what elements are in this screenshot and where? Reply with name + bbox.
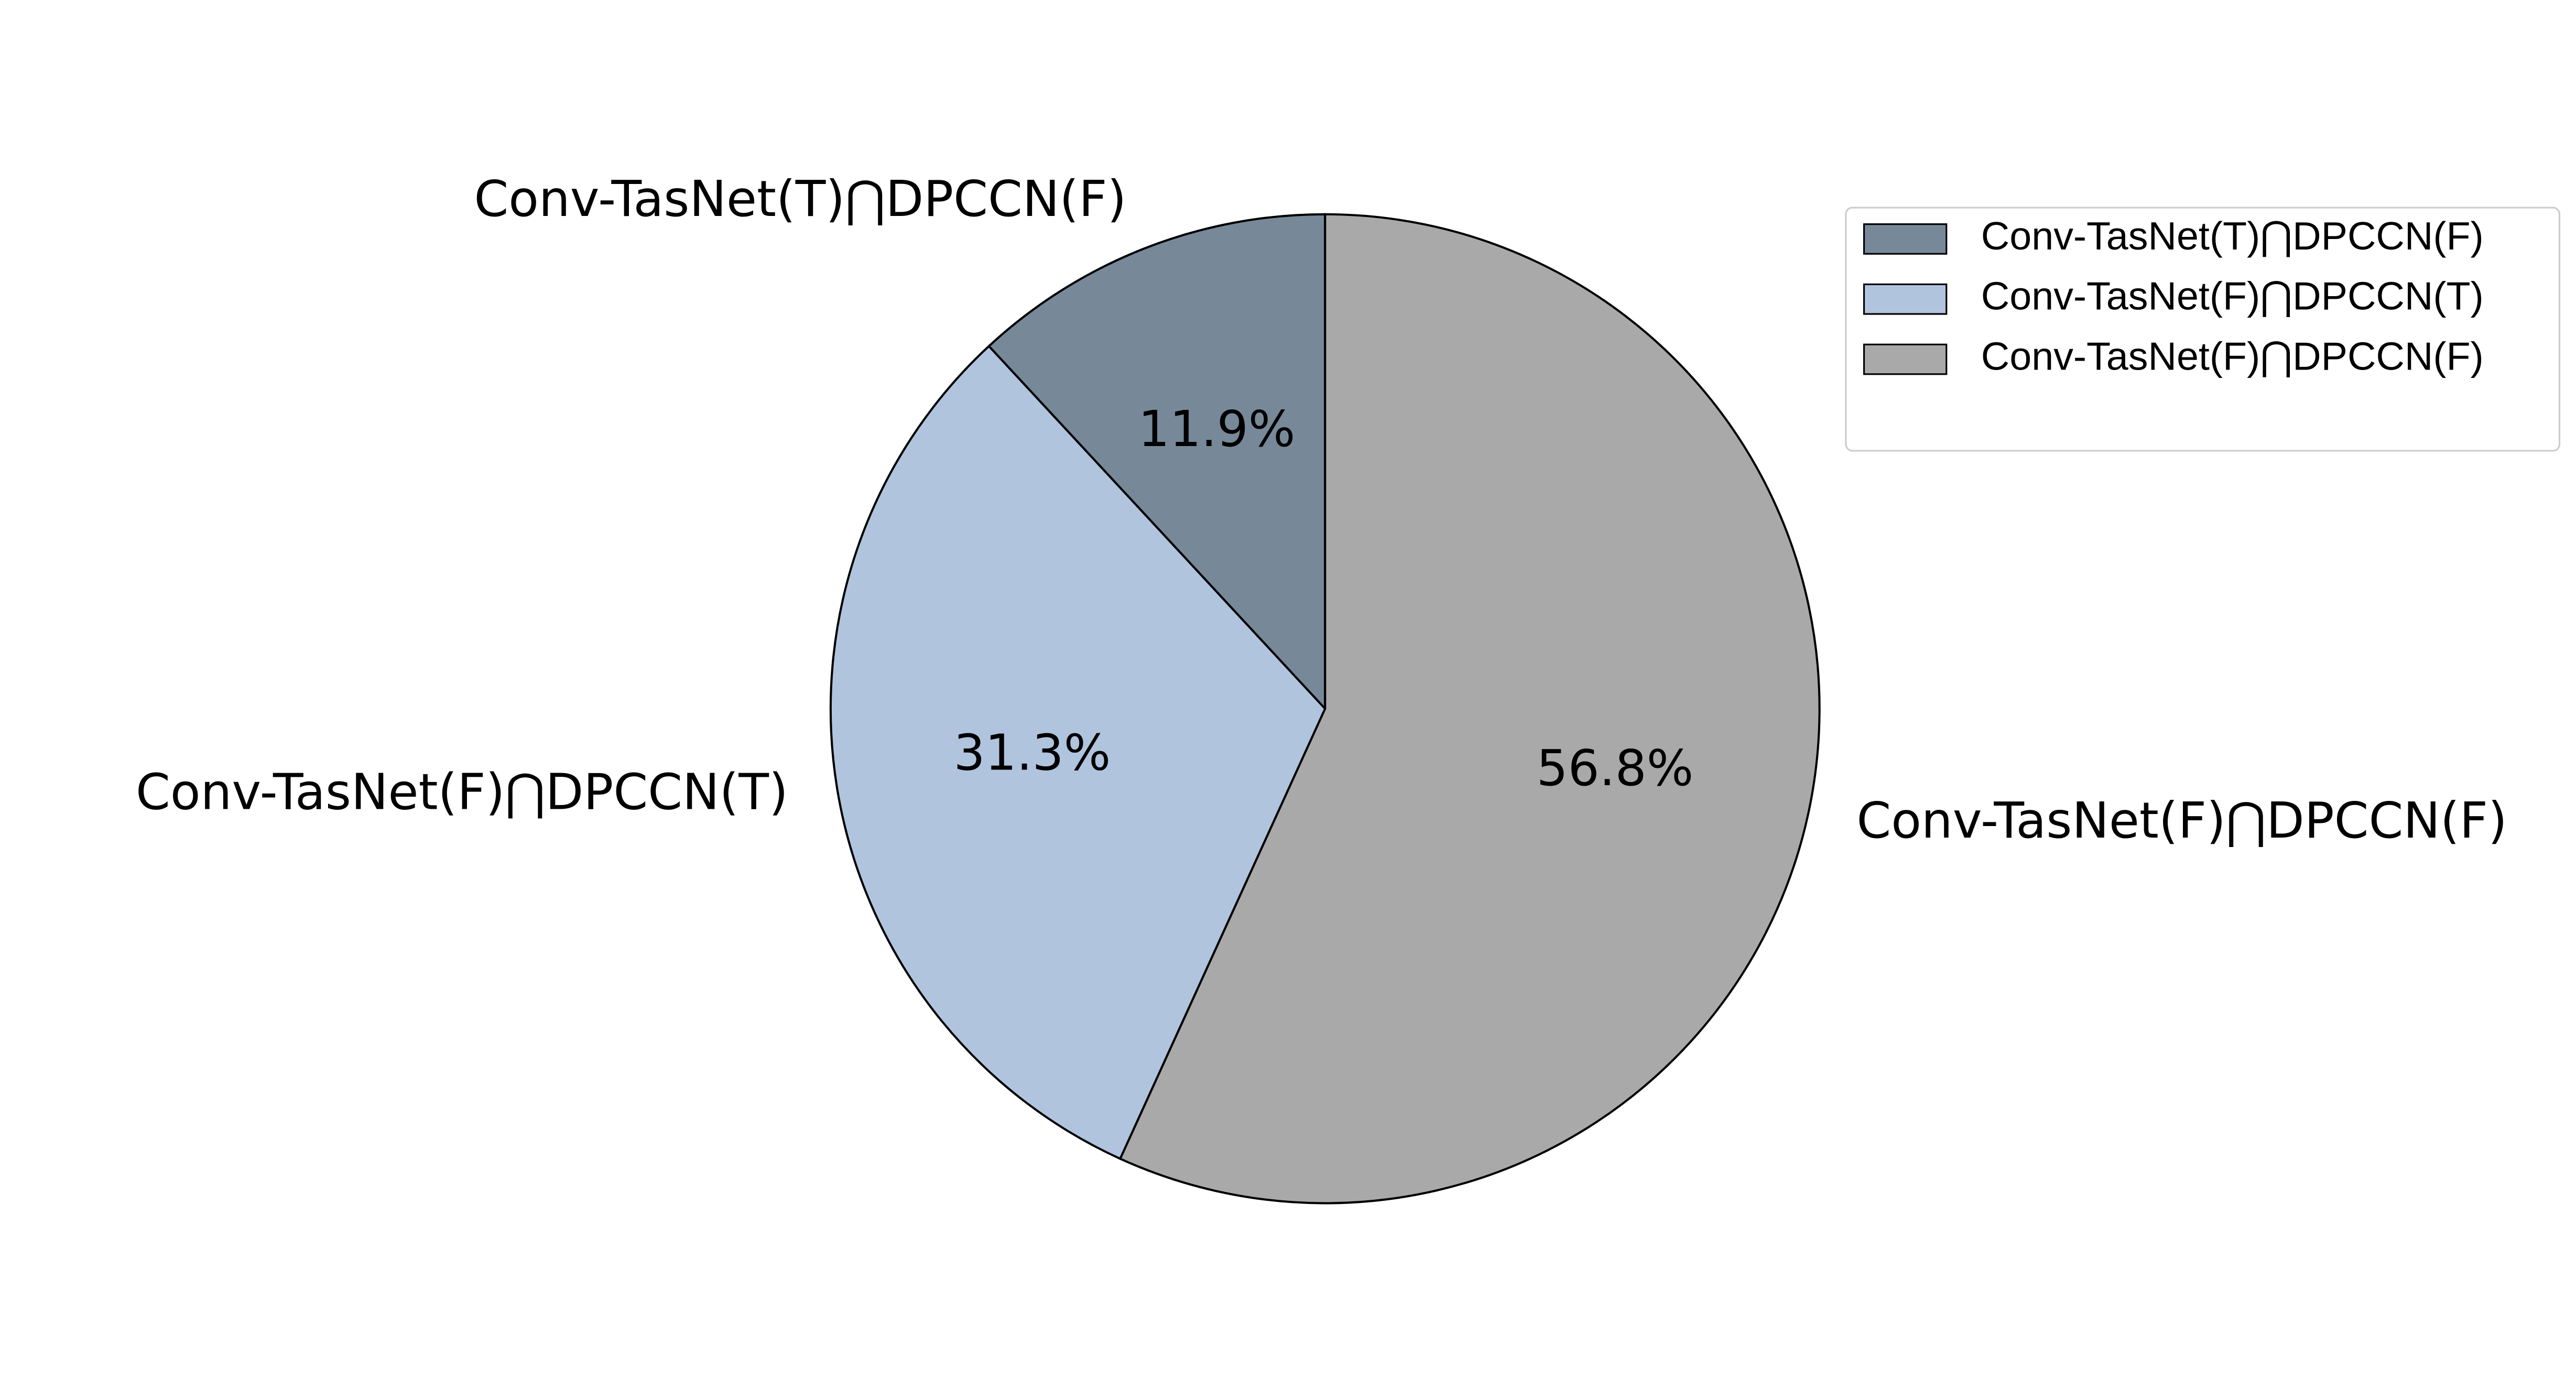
legend-swatch bbox=[1863, 223, 1948, 255]
percent-label: 11.9% bbox=[1138, 400, 1296, 458]
legend-swatch bbox=[1863, 343, 1948, 375]
legend-label: Conv-TasNet(F)⋂DPCCN(F) bbox=[1981, 334, 2484, 378]
percent-label: 56.8% bbox=[1537, 740, 1694, 797]
legend-label: Conv-TasNet(T)⋂DPCCN(F) bbox=[1981, 214, 2484, 258]
legend-label: Conv-TasNet(F)⋂DPCCN(T) bbox=[1981, 274, 2484, 318]
pie-slice bbox=[829, 344, 1327, 1160]
slice-label: Conv-TasNet(F)⋂DPCCN(T) bbox=[136, 764, 788, 821]
pie-slice bbox=[1118, 213, 1821, 1204]
percent-label: 31.3% bbox=[954, 724, 1111, 782]
legend-swatch bbox=[1863, 283, 1948, 315]
legend: Conv-TasNet(T)⋂DPCCN(F) Conv-TasNet(F)⋂DP… bbox=[1845, 207, 2561, 452]
slice-label: Conv-TasNet(T)⋂DPCCN(F) bbox=[474, 170, 1126, 228]
slice-label: Conv-TasNet(F)⋂DPCCN(F) bbox=[1856, 792, 2507, 850]
legend-frame bbox=[1845, 207, 2561, 452]
pie-slice bbox=[987, 213, 1327, 712]
